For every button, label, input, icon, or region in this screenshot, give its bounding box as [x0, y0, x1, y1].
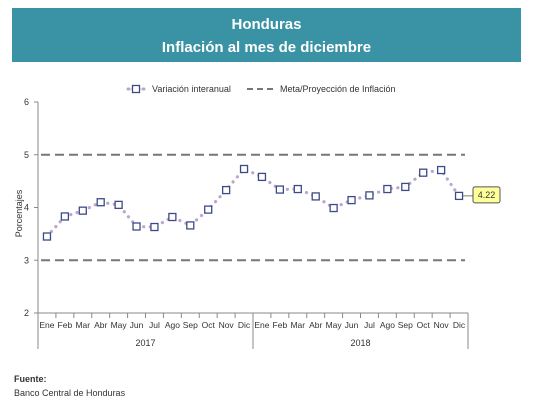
x-month-label: Ago	[380, 320, 395, 330]
data-point-marker	[257, 172, 267, 182]
data-point-marker	[42, 232, 52, 241]
x-month-label: Feb	[58, 320, 73, 330]
x-month-label: Oct	[202, 320, 216, 330]
y-axis-label: Porcentajes	[14, 189, 24, 237]
x-month-label: Sep	[183, 320, 198, 330]
data-point-marker	[311, 192, 320, 201]
data-point-marker	[365, 191, 374, 200]
data-point-marker	[96, 198, 105, 207]
y-tick-label: 6	[24, 97, 29, 107]
data-point-marker	[329, 203, 338, 213]
data-point-marker	[419, 168, 428, 177]
legend-label-variacion: Variación interanual	[152, 84, 231, 94]
x-month-label: Sep	[398, 320, 413, 330]
year-label: 2018	[350, 338, 370, 348]
x-month-label: May	[111, 320, 128, 330]
data-point-marker	[347, 195, 356, 205]
annotation-label: 4.22	[478, 190, 496, 200]
x-month-label: Jul	[149, 320, 160, 330]
x-month-label: Jul	[364, 320, 375, 330]
legend-label-meta: Meta/Proyección de Inflación	[280, 84, 396, 94]
header-subtitle: Inflación al mes de diciembre	[161, 39, 372, 56]
data-point-marker	[60, 212, 70, 221]
data-point-marker	[275, 185, 285, 194]
x-month-label: Nov	[219, 320, 235, 330]
x-month-label: Mar	[290, 320, 305, 330]
data-point-marker	[186, 221, 195, 230]
data-point-marker	[239, 164, 249, 174]
x-month-label: Feb	[273, 320, 288, 330]
x-month-label: Dic	[238, 320, 251, 330]
data-point-marker	[114, 200, 123, 210]
x-month-label: May	[326, 320, 343, 330]
y-tick-label: 3	[24, 255, 29, 265]
x-month-label: Abr	[309, 320, 322, 330]
data-point-marker	[168, 212, 177, 222]
x-month-label: Oct	[417, 320, 431, 330]
x-month-label: Ene	[254, 320, 269, 330]
x-month-label: Ago	[165, 320, 180, 330]
data-point-marker	[454, 191, 464, 201]
source-label: Fuente:	[14, 374, 47, 384]
data-point-marker	[436, 165, 446, 175]
x-month-label: Jun	[130, 320, 144, 330]
y-tick-label: 5	[24, 150, 29, 160]
data-point-marker	[401, 182, 410, 192]
y-tick-label: 2	[24, 308, 29, 318]
header-title: Honduras	[231, 16, 302, 33]
x-month-label: Abr	[94, 320, 107, 330]
year-label: 2017	[135, 338, 155, 348]
data-point-marker	[150, 222, 159, 232]
x-month-label: Dic	[453, 320, 466, 330]
x-month-label: Mar	[75, 320, 90, 330]
data-point-marker	[204, 205, 213, 214]
data-point-marker	[293, 184, 302, 194]
x-month-label: Nov	[434, 320, 450, 330]
legend-square-marker	[131, 84, 141, 94]
y-tick-label: 4	[24, 203, 29, 213]
data-point-marker	[78, 206, 87, 215]
chart-header: Honduras Inflación al mes de diciembre	[12, 8, 521, 62]
data-point-marker	[221, 185, 231, 195]
source-text: Banco Central de Honduras	[14, 388, 126, 398]
x-month-label: Jun	[345, 320, 359, 330]
data-point-marker	[383, 184, 392, 194]
x-month-label: Ene	[39, 320, 54, 330]
data-point-marker	[132, 222, 141, 231]
annotation-box	[472, 186, 501, 204]
series-variacion-line	[45, 167, 461, 239]
